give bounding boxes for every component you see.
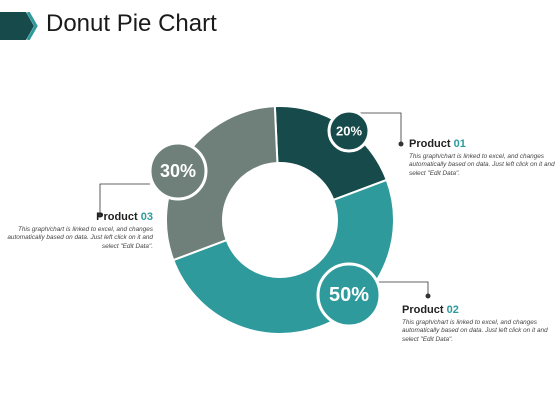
- percent-label: 50%: [329, 284, 369, 306]
- page-title: Donut Pie Chart: [46, 10, 217, 37]
- leader-line: [99, 183, 150, 215]
- callout-description: This graph/chart is linked to excel, and…: [409, 153, 555, 177]
- donut-slice-product-03: [165, 105, 279, 262]
- leader-line: [356, 281, 429, 296]
- callout-number: 02: [446, 304, 459, 316]
- leader-dot: [398, 141, 404, 147]
- percent-label: 30%: [160, 161, 196, 181]
- leader-dot: [425, 293, 431, 299]
- callout-description: This graph/chart is linked to excel, and…: [402, 319, 548, 343]
- callout-title: Product 01: [409, 138, 559, 150]
- percent-label: 20%: [336, 124, 362, 139]
- title-arrow-icon: [0, 12, 38, 40]
- callout-title: Product 02: [402, 304, 552, 316]
- leader-dot: [97, 212, 103, 218]
- callout-description: This graph/chart is linked to excel, and…: [7, 226, 153, 250]
- callout-number: 01: [453, 138, 466, 150]
- callout-product-01: Product 01 This graph/chart is linked to…: [409, 138, 559, 178]
- callout-number: 03: [140, 211, 153, 223]
- percent-badge: [316, 262, 382, 328]
- callout-product-03: Product 03 This graph/chart is linked to…: [3, 211, 153, 251]
- percent-badge: [148, 141, 208, 201]
- leader-line: [356, 112, 402, 144]
- donut-slice-product-01: [273, 105, 388, 202]
- callout-name: Product: [409, 138, 451, 150]
- callout-title: Product 03: [3, 211, 153, 223]
- percent-badge: [327, 109, 371, 153]
- callout-name: Product: [96, 211, 138, 223]
- callout-name: Product: [402, 304, 444, 316]
- callout-product-02: Product 02 This graph/chart is linked to…: [402, 304, 552, 344]
